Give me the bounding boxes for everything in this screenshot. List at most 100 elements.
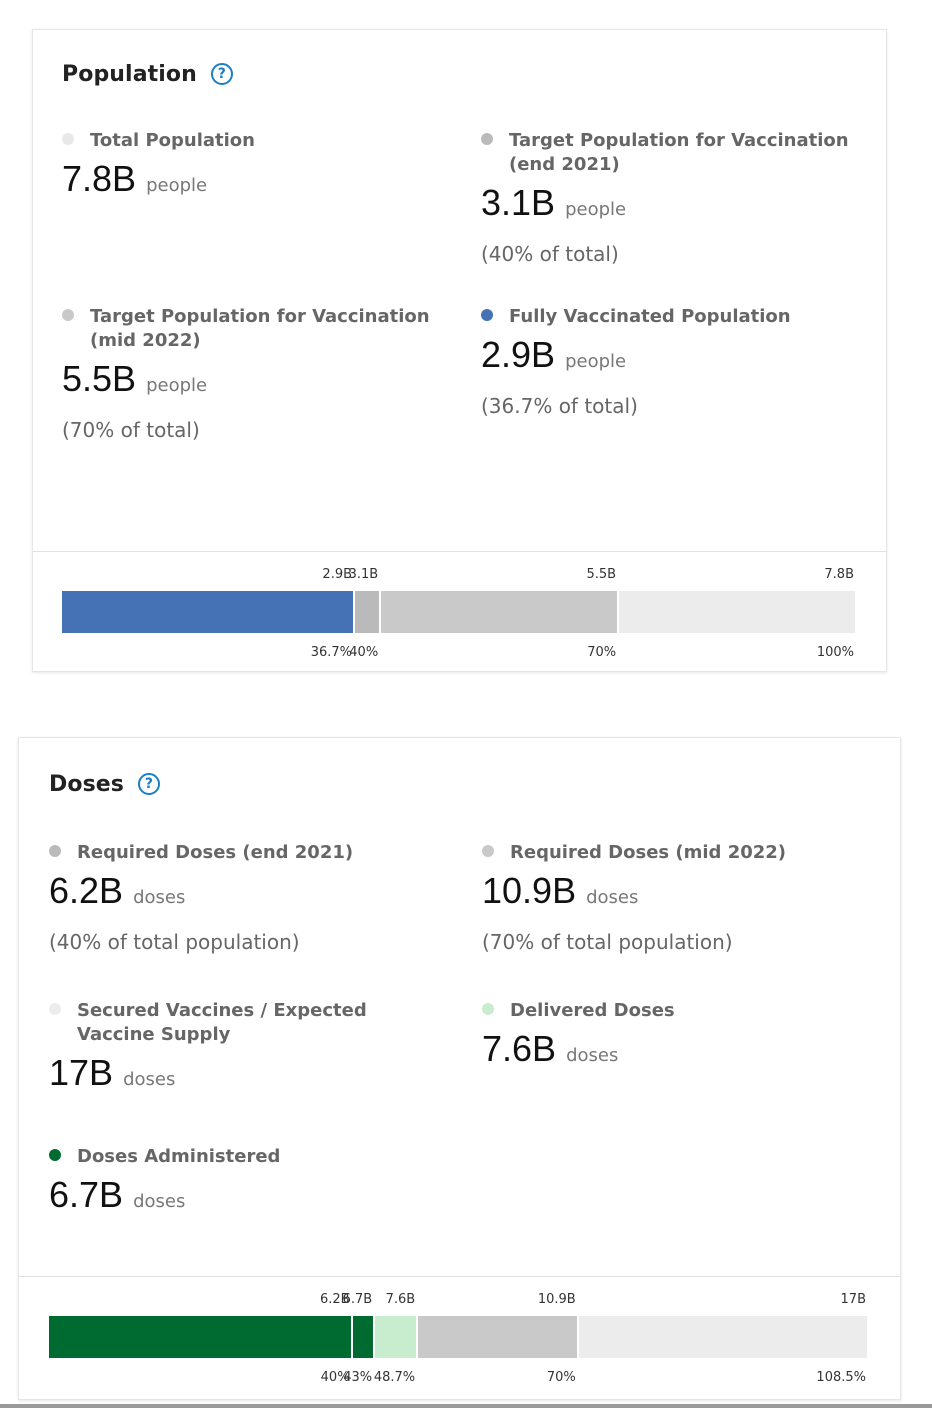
card-divider [33,551,886,552]
stat-unit: doses [133,1191,186,1212]
stat-label-text: Doses Administered [77,1146,281,1167]
stat-label: Required Doses (end 2021) [49,841,449,865]
stat-value-number: 6.7B [49,1174,124,1215]
stat-value: 10.9B doses [482,871,882,918]
legend-dot-icon [62,133,74,145]
stat-unit: doses [133,887,186,908]
stat-value: 6.2B doses [49,871,449,918]
bar-bottom-label: 36.7% [310,645,353,660]
doses-card: Doses? Required Doses (end 2021) 6.2B dos… [18,737,901,1400]
bar-top-label: 2.9B [322,567,353,582]
bar-bottom-label: 70% [546,1370,576,1385]
bar-top-label: 3.1B [348,567,379,582]
bar-segment-secured-supply [578,1316,867,1358]
question-circle-icon[interactable]: ? [210,63,233,85]
stat-unit: doses [586,887,639,908]
stat-label-text: Total Population [90,130,255,151]
stat-value: 7.8B people [62,159,255,206]
stat-required-end-2021: Required Doses (end 2021) 6.2B doses (40%… [49,841,449,954]
stat-value: 17B doses [49,1053,409,1100]
stat-subtext: (36.7% of total) [481,394,638,418]
bar-bottom-label: 48.7% [373,1370,416,1385]
bar-top-label: 7.8B [824,567,854,582]
bar-segment-required-mid-2022 [418,1316,577,1358]
bar-bottom-label: 100% [816,645,854,660]
stat-label: Delivered Doses [482,999,882,1023]
bar-segment-fully-vaccinated [62,591,354,633]
legend-dot-icon [49,1003,61,1015]
doses-title-text: Doses [49,772,124,797]
bar-top-label: 5.5B [586,567,617,582]
stat-value-number: 10.9B [482,870,577,911]
stat-label-text: Delivered Doses [510,1000,675,1021]
window-bottom-edge [0,1404,932,1408]
stat-subtext: (40% of total population) [49,930,300,954]
stat-target-mid-2022: Target Population for Vaccination (mid 2… [62,305,442,442]
bar-segment-delivered-doses [375,1316,417,1358]
stat-doses-administered: Doses Administered 6.7B doses [49,1145,449,1222]
bar-bottom-label: 70% [587,645,617,660]
stat-label-text: Target Population for Vaccination (mid 2… [90,306,430,351]
stat-value-number: 6.2B [49,870,124,911]
stat-value-number: 2.9B [481,334,556,375]
bar-top-label: 6.7B [342,1292,373,1307]
bar-segment-doses-administered [352,1316,374,1358]
bar-bottom-label: 108.5% [816,1370,866,1385]
stat-label: Total Population [62,129,255,153]
stat-subtext: (70% of total population) [482,930,733,954]
stat-label-text: Secured Vaccines / Expected Vaccine Supp… [77,1000,367,1045]
bar-bottom-label: 43% [343,1370,373,1385]
legend-dot-icon [49,1149,61,1161]
population-title: Population? [62,62,233,87]
card-divider [19,1276,900,1277]
legend-dot-icon [482,845,494,857]
stat-value: 5.5B people [62,359,442,406]
legend-dot-icon [49,845,61,857]
stat-unit: doses [123,1069,176,1090]
legend-dot-icon [481,133,493,145]
stat-value: 6.7B doses [49,1175,449,1222]
bar-top-label: 6.2B [319,1292,350,1307]
stat-unit: people [146,375,208,396]
doses-title: Doses? [49,772,160,797]
stat-value-number: 3.1B [481,182,556,223]
question-circle-icon[interactable]: ? [138,773,160,795]
stat-fully-vaccinated: Fully Vaccinated Population 2.9B people (… [481,305,861,418]
bar-segment-target-end-2021 [355,591,380,633]
stat-value: 2.9B people [481,335,861,382]
bar-top-label: 7.6B [385,1292,416,1307]
stat-label: Target Population for Vaccination (end 2… [481,129,861,177]
legend-dot-icon [481,309,493,321]
stat-target-end-2021: Target Population for Vaccination (end 2… [481,129,861,266]
stat-unit: people [565,199,627,220]
stat-label: Target Population for Vaccination (mid 2… [62,305,442,353]
stat-unit: people [565,351,627,372]
stat-value: 3.1B people [481,183,861,230]
population-card: Population? Total Population 7.8B people … [32,29,887,672]
stat-label: Secured Vaccines / Expected Vaccine Supp… [49,999,409,1047]
stat-unit: doses [566,1045,619,1066]
stat-value-number: 5.5B [62,358,137,399]
stat-value-number: 7.6B [482,1028,557,1069]
stat-delivered-doses: Delivered Doses 7.6B doses [482,999,882,1076]
bar-segment-required-end-2021 [49,1316,351,1358]
bar-bottom-label: 40% [320,1370,350,1385]
stat-label-text: Required Doses (end 2021) [77,842,354,863]
legend-dot-icon [482,1003,494,1015]
bar-top-label: 10.9B [537,1292,576,1307]
stat-label-text: Fully Vaccinated Population [509,306,791,327]
population-title-text: Population [62,62,197,87]
stat-label-text: Target Population for Vaccination (end 2… [509,130,849,175]
stat-subtext: (40% of total) [481,242,619,266]
stat-label-text: Required Doses (mid 2022) [510,842,787,863]
bar-segment-total-population [619,591,855,633]
stat-secured-supply: Secured Vaccines / Expected Vaccine Supp… [49,999,409,1100]
stat-subtext: (70% of total) [62,418,200,442]
bar-bottom-label: 40% [349,645,379,660]
stat-label: Doses Administered [49,1145,449,1169]
bar-top-label: 17B [840,1292,866,1307]
stat-value: 7.6B doses [482,1029,882,1076]
legend-dot-icon [62,309,74,321]
stat-value-number: 7.8B [62,158,137,199]
stat-value-number: 17B [49,1052,114,1093]
